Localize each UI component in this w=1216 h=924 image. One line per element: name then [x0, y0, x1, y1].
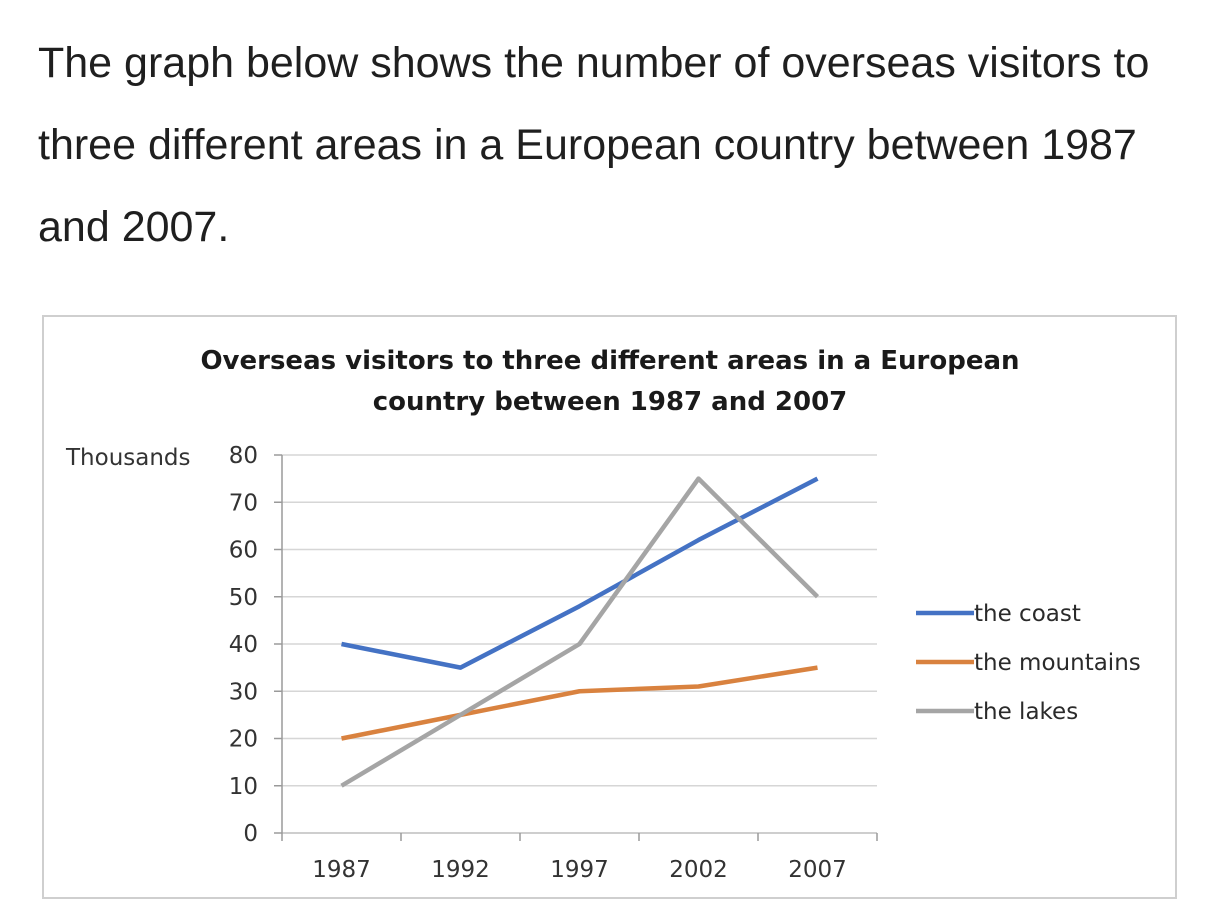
- series-line-the-lakes: [340, 476, 820, 788]
- legend: the coast the mountains the lakes: [916, 601, 1141, 725]
- y-axis-title: Thousands: [65, 445, 191, 471]
- x-tick-label-1992: 1992: [431, 857, 490, 883]
- series-lines: [340, 476, 820, 788]
- chart-title-line-1: Overseas visitors to three different are…: [200, 346, 1019, 376]
- x-tick-label-1997: 1997: [550, 857, 609, 883]
- legend-label-the-lakes: the lakes: [974, 699, 1078, 725]
- x-tick-label-2007: 2007: [788, 857, 847, 883]
- y-tick-label-20: 20: [229, 727, 258, 753]
- legend-label-the-mountains: the mountains: [974, 650, 1141, 676]
- y-tick-label-40: 40: [229, 632, 258, 658]
- x-tick-label-1987: 1987: [312, 857, 371, 883]
- series-line-the-mountains: [341, 665, 818, 741]
- x-tick-label-2002: 2002: [669, 857, 728, 883]
- series-line-the-coast: [341, 476, 819, 670]
- chart-frame: Overseas visitors to three different are…: [42, 315, 1177, 899]
- axes: 0 10 20 30 40 50 60 70 80 1987 1992 1997 2002 2007: [229, 443, 878, 883]
- line-chart: Overseas visitors to three different are…: [65, 346, 1141, 883]
- y-tick-label-0: 0: [243, 821, 258, 847]
- y-tick-label-10: 10: [229, 774, 258, 800]
- chart-title-line-2: country between 1987 and 2007: [373, 387, 848, 417]
- y-tick-label-50: 50: [229, 585, 258, 611]
- y-tick-label-30: 30: [229, 679, 258, 705]
- intro-text: The graph below shows the number of over…: [38, 39, 1150, 251]
- y-tick-label-60: 60: [229, 538, 258, 564]
- y-tick-label-70: 70: [229, 490, 258, 516]
- y-tick-label-80: 80: [229, 443, 258, 469]
- legend-label-the-coast: the coast: [974, 601, 1081, 627]
